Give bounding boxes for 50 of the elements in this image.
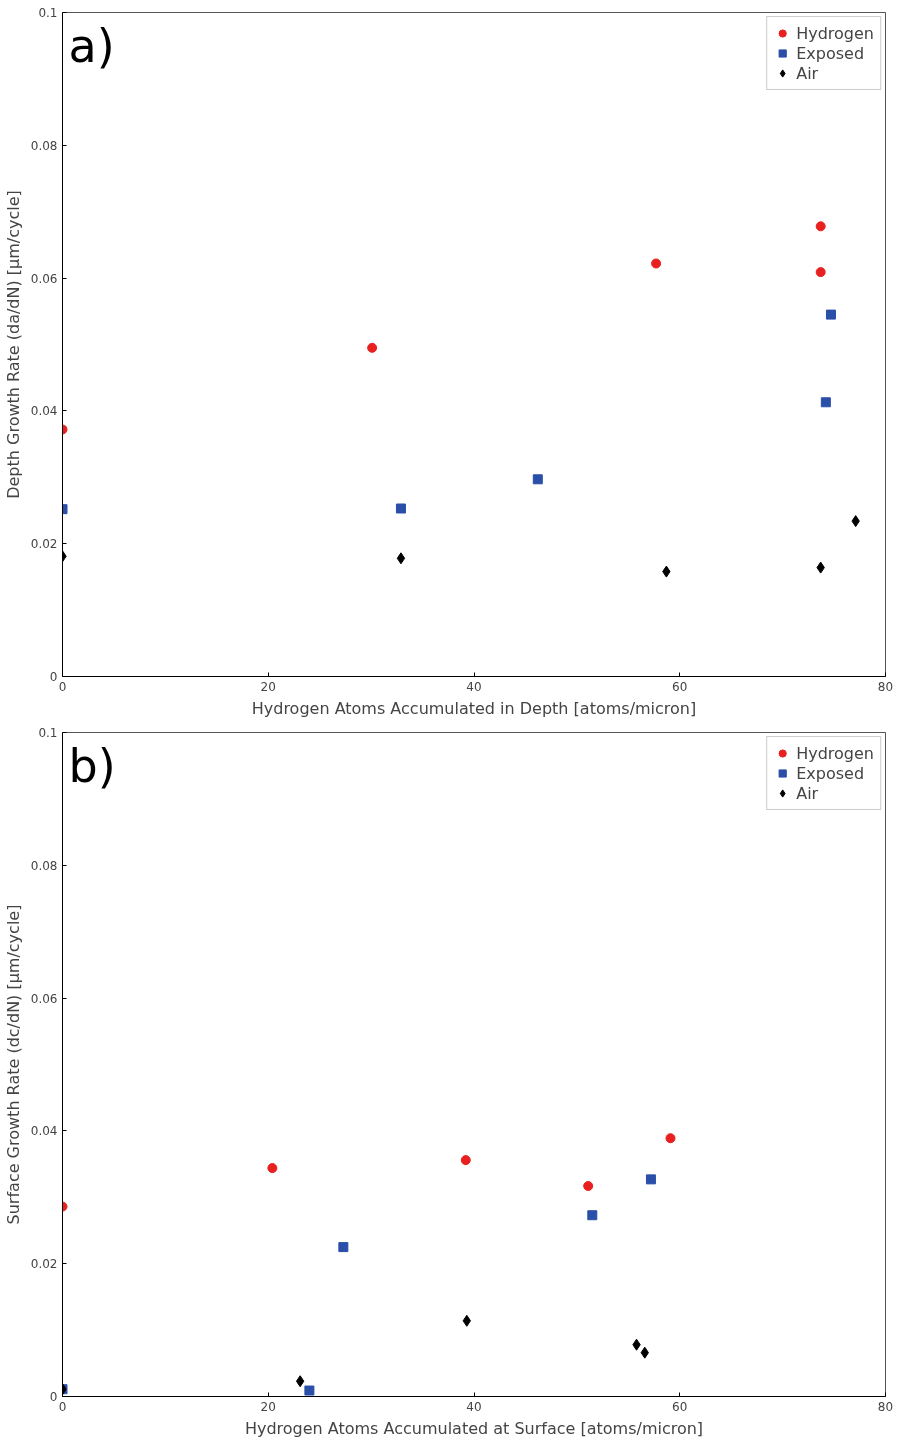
y-tick-label: 0.08 xyxy=(30,138,58,153)
point xyxy=(815,221,826,232)
y-tick-label: 0.04 xyxy=(30,404,58,419)
y-tick-label: 0.06 xyxy=(30,991,58,1006)
x-tick-label: 20 xyxy=(260,1399,276,1414)
x-tick-label: 80 xyxy=(877,679,894,694)
point xyxy=(665,1133,676,1144)
x-tick-label: 20 xyxy=(260,679,276,694)
point xyxy=(651,258,662,269)
y-axis-title: Surface Growth Rate (dc/dN) [µm/cycle] xyxy=(3,904,23,1225)
point xyxy=(587,1210,598,1221)
point xyxy=(304,1385,315,1396)
point xyxy=(367,342,378,353)
point xyxy=(532,474,543,485)
point xyxy=(267,1163,278,1174)
point xyxy=(645,1174,656,1185)
legend-label: Air xyxy=(796,783,819,803)
point xyxy=(338,1242,349,1253)
y-axis-title: Depth Growth Rate (da/dN) [µm/cycle] xyxy=(3,190,23,499)
y-tick-label: 0.08 xyxy=(30,858,58,873)
x-axis-title: Hydrogen Atoms Accumulated at Surface [atoms/micron] xyxy=(244,1418,704,1438)
x-tick-label: 40 xyxy=(466,1399,482,1414)
point xyxy=(825,309,836,320)
x-tick-label: 60 xyxy=(672,679,688,694)
y-tick-label: 0.02 xyxy=(30,537,58,552)
point xyxy=(460,1155,471,1166)
annotation: b) xyxy=(68,738,116,793)
point xyxy=(583,1181,594,1191)
y-tick-label: 0.1 xyxy=(38,6,58,20)
y-tick-label: 0 xyxy=(49,670,58,684)
legend-label: Hydrogen xyxy=(796,23,874,43)
legend-label: Hydrogen xyxy=(796,743,874,763)
y-tick-label: 0.06 xyxy=(30,271,58,286)
legend-label: Exposed xyxy=(796,763,865,783)
x-axis-title: Hydrogen Atoms Accumulated in Depth [atoms/micron] xyxy=(251,698,697,718)
x-tick-label: 60 xyxy=(672,1399,688,1414)
point xyxy=(820,397,831,408)
point xyxy=(396,552,406,565)
point xyxy=(395,503,406,514)
x-tick-label: 40 xyxy=(466,679,482,694)
y-tick-label: 0.02 xyxy=(30,1257,58,1272)
legend-label: Air xyxy=(796,63,819,83)
y-tick-label: 0 xyxy=(49,1390,58,1404)
annotation: a) xyxy=(68,18,115,73)
point xyxy=(815,267,826,278)
legend-label: Exposed xyxy=(796,43,865,63)
x-tick-label: 80 xyxy=(877,1399,894,1414)
point xyxy=(295,1375,305,1388)
y-tick-label: 0.1 xyxy=(38,726,58,740)
y-tick-label: 0.04 xyxy=(30,1124,58,1139)
